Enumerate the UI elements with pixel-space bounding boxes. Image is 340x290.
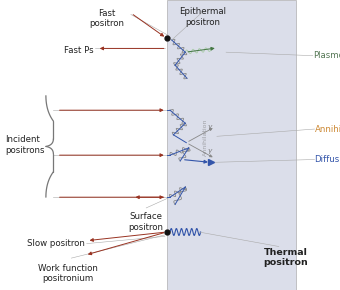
Text: Incident
positrons: Incident positrons: [5, 135, 45, 155]
Text: Thermal
positron: Thermal positron: [263, 248, 308, 267]
Text: $\gamma$: $\gamma$: [207, 147, 214, 156]
Text: Diffusion: Diffusion: [314, 155, 340, 164]
Text: Fast Ps: Fast Ps: [64, 46, 94, 55]
Bar: [167, 0, 296, 290]
Text: Slow positron: Slow positron: [27, 239, 85, 248]
Text: Annihilation: Annihilation: [314, 124, 340, 134]
Text: Fast
positron: Fast positron: [90, 9, 124, 28]
Text: Epithermal
positron: Epithermal positron: [179, 7, 226, 27]
Text: Plasmon: Plasmon: [313, 51, 340, 60]
Text: $\gamma$: $\gamma$: [207, 123, 214, 132]
Text: Annihilation: Annihilation: [203, 119, 208, 156]
Text: Surface
positron: Surface positron: [129, 212, 164, 232]
Text: Work function
positronium: Work function positronium: [38, 264, 98, 283]
